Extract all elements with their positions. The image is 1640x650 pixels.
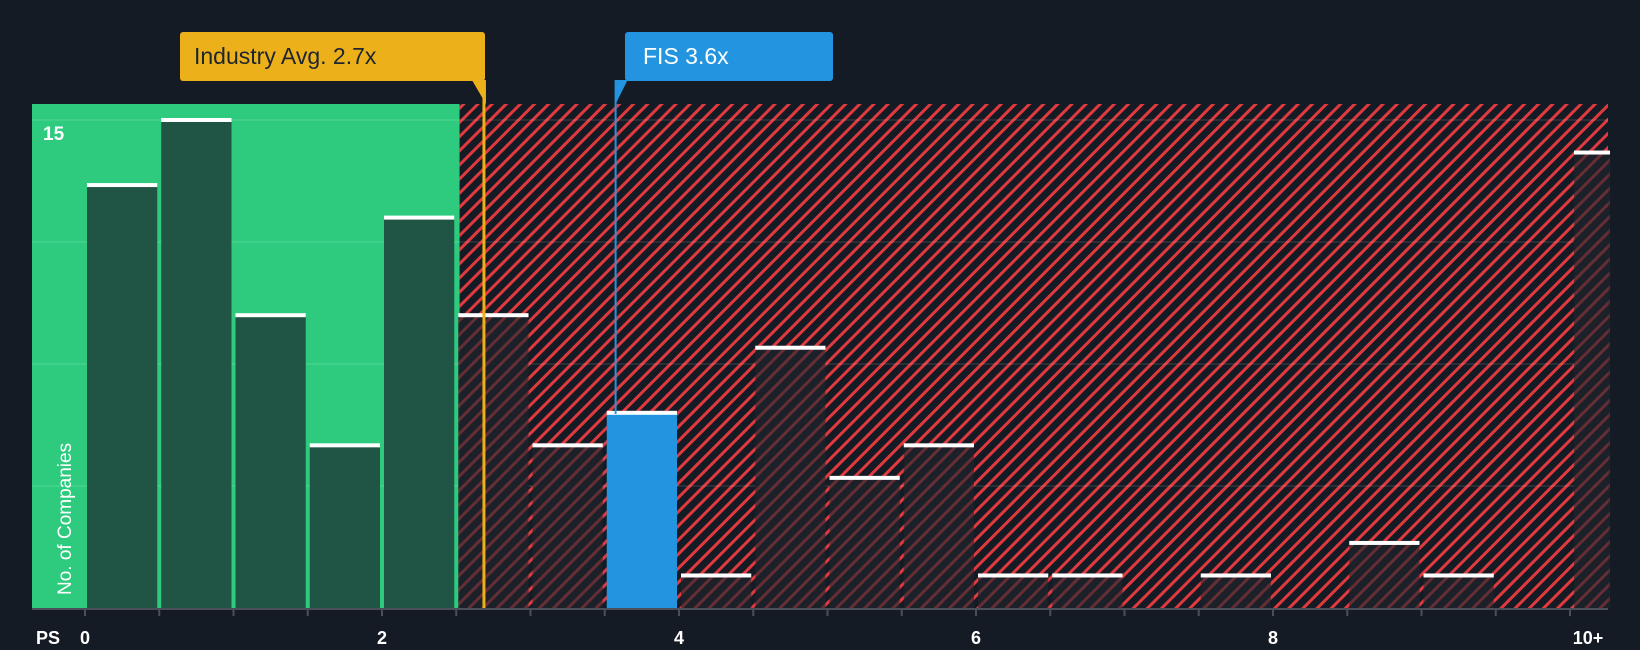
bar-cap (1574, 150, 1610, 155)
bar-cap (681, 573, 752, 578)
bar-cap (384, 215, 455, 220)
bar-cap (309, 443, 380, 448)
histogram-bar (1200, 575, 1271, 608)
bar-cap (755, 345, 826, 350)
x-tick-label: 4 (673, 628, 685, 648)
company-label: FIS 3.6x (643, 43, 729, 69)
x-tick-label: 2 (376, 628, 388, 648)
x-tick-label: 6 (970, 628, 982, 648)
bar-cap (161, 118, 232, 122)
bar-cap (1423, 573, 1494, 578)
histogram-bar (235, 315, 306, 608)
histogram-bar (1574, 152, 1610, 609)
bar-cap (1349, 540, 1420, 545)
bar-cap (1052, 573, 1123, 578)
histogram-bar (903, 445, 974, 608)
company-callout-pointer (615, 80, 628, 104)
bar-cap (903, 443, 974, 448)
histogram-bar (1052, 575, 1123, 608)
x-axis-name: PS (36, 628, 61, 648)
y-tick-15: 15 (43, 124, 65, 145)
bar-cap (978, 573, 1049, 578)
bar-cap (606, 410, 677, 415)
bar-cap (829, 475, 900, 480)
y-axis-title: No. of Companies (55, 442, 76, 595)
histogram-bar (681, 575, 752, 608)
histogram-bar (161, 120, 232, 608)
histogram-bar (87, 185, 158, 609)
industry-average-callout: Industry Avg. 2.7x (180, 32, 485, 81)
industry-average-label: Industry Avg. 2.7x (194, 43, 377, 69)
x-tick-label: 8 (1267, 628, 1279, 648)
histogram-bar (1349, 542, 1420, 608)
histogram-bar (532, 445, 603, 608)
industry-callout-pointer (471, 80, 486, 104)
histogram-bar (384, 217, 455, 608)
company-callout: FIS 3.6x (625, 32, 833, 81)
x-tick-label: 0 (79, 628, 91, 648)
bar-cap (1200, 573, 1271, 578)
x-tick-label: 10+ (1572, 628, 1604, 648)
bar-cap (458, 313, 529, 318)
histogram-bar (829, 477, 900, 608)
company-bar (606, 412, 677, 608)
histogram-bar (1423, 575, 1494, 608)
histogram-bar (458, 315, 529, 608)
histogram-bar (755, 347, 826, 608)
histogram-bar (978, 575, 1049, 608)
bar-cap (532, 443, 603, 448)
bar-cap (87, 183, 158, 188)
histogram-bar (309, 445, 380, 608)
bar-cap (235, 313, 306, 318)
